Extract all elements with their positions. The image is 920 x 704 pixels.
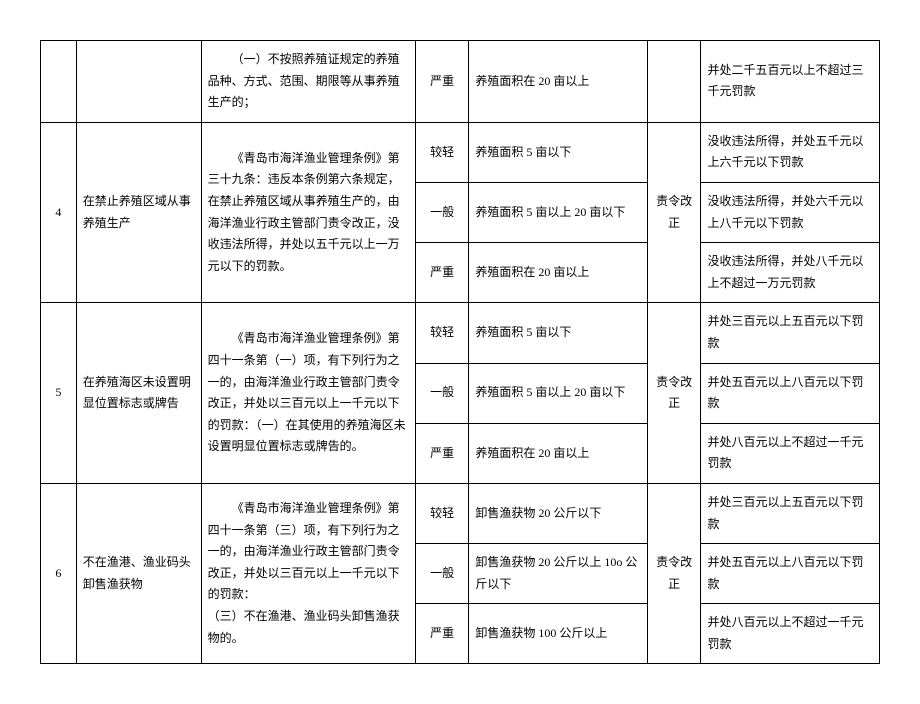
cell-level: 严重 <box>415 243 469 303</box>
table-row: 6 不在渔港、渔业码头卸售渔获物 《青岛市海洋渔业管理条例》第四十一条第（三）项… <box>41 483 880 543</box>
cell-pen: 没收违法所得，并处五千元以上六千元以下罚款 <box>701 122 880 182</box>
cell-basis: 《青岛市海洋渔业管理条例》第四十一条第（三）项，有下列行为之一的，由海洋渔业行政… <box>201 483 415 664</box>
cell-level: 一般 <box>415 363 469 423</box>
cell-order: 责令改正 <box>647 122 701 303</box>
cell-order: 责令改正 <box>647 303 701 484</box>
cell-item <box>76 41 201 123</box>
cell-pen: 并处八百元以上不超过一千元罚款 <box>701 423 880 483</box>
cell-num <box>41 41 77 123</box>
table-row: （一）不按照养殖证规定的养殖品种、方式、范围、期限等从事养殖生产的； 严重 养殖… <box>41 41 880 123</box>
cell-pen: 并处二千五百元以上不超过三千元罚款 <box>701 41 880 123</box>
cell-num: 5 <box>41 303 77 484</box>
cell-cond: 养殖面积在 20 亩以上 <box>469 41 648 123</box>
cell-basis: 《青岛市海洋渔业管理条例》第四十一条第（一）项，有下列行为之一的，由海洋渔业行政… <box>201 303 415 484</box>
cell-level: 一般 <box>415 182 469 242</box>
cell-cond: 养殖面积在 20 亩以上 <box>469 243 648 303</box>
cell-cond: 卸售渔获物 20 公斤以上 10o 公斤以下 <box>469 544 648 604</box>
cell-level: 较轻 <box>415 303 469 363</box>
cell-level: 较轻 <box>415 122 469 182</box>
cell-item: 在禁止养殖区域从事养殖生产 <box>76 122 201 303</box>
cell-level: 严重 <box>415 423 469 483</box>
regulation-table: （一）不按照养殖证规定的养殖品种、方式、范围、期限等从事养殖生产的； 严重 养殖… <box>40 40 880 664</box>
cell-cond: 卸售渔获物 100 公斤以上 <box>469 604 648 664</box>
cell-order: 责令改正 <box>647 483 701 664</box>
cell-pen: 没收违法所得，并处六千元以上八千元以下罚款 <box>701 182 880 242</box>
cell-pen: 没收违法所得，并处八千元以上不超过一万元罚款 <box>701 243 880 303</box>
cell-num: 4 <box>41 122 77 303</box>
cell-cond: 养殖面积 5 亩以下 <box>469 303 648 363</box>
cell-pen: 并处五百元以上八百元以下罚款 <box>701 544 880 604</box>
cell-num: 6 <box>41 483 77 664</box>
cell-item: 不在渔港、渔业码头卸售渔获物 <box>76 483 201 664</box>
cell-cond: 养殖面积 5 亩以上 20 亩以下 <box>469 182 648 242</box>
cell-pen: 并处五百元以上八百元以下罚款 <box>701 363 880 423</box>
cell-cond: 养殖面积 5 亩以上 20 亩以下 <box>469 363 648 423</box>
cell-pen: 并处三百元以上五百元以下罚款 <box>701 303 880 363</box>
table-row: 4 在禁止养殖区域从事养殖生产 《青岛市海洋渔业管理条例》第三十九条：违反本条例… <box>41 122 880 182</box>
table-row: 5 在养殖海区未设置明显位置标志或牌告 《青岛市海洋渔业管理条例》第四十一条第（… <box>41 303 880 363</box>
cell-level: 严重 <box>415 604 469 664</box>
cell-cond: 养殖面积在 20 亩以上 <box>469 423 648 483</box>
cell-level: 较轻 <box>415 483 469 543</box>
cell-pen: 并处八百元以上不超过一千元罚款 <box>701 604 880 664</box>
cell-cond: 卸售渔获物 20 公斤以下 <box>469 483 648 543</box>
cell-basis: 《青岛市海洋渔业管理条例》第三十九条：违反本条例第六条规定，在禁止养殖区域从事养… <box>201 122 415 303</box>
cell-item: 在养殖海区未设置明显位置标志或牌告 <box>76 303 201 484</box>
cell-pen: 并处三百元以上五百元以下罚款 <box>701 483 880 543</box>
cell-cond: 养殖面积 5 亩以下 <box>469 122 648 182</box>
cell-level: 一般 <box>415 544 469 604</box>
cell-order <box>647 41 701 123</box>
cell-level: 严重 <box>415 41 469 123</box>
cell-basis: （一）不按照养殖证规定的养殖品种、方式、范围、期限等从事养殖生产的； <box>201 41 415 123</box>
